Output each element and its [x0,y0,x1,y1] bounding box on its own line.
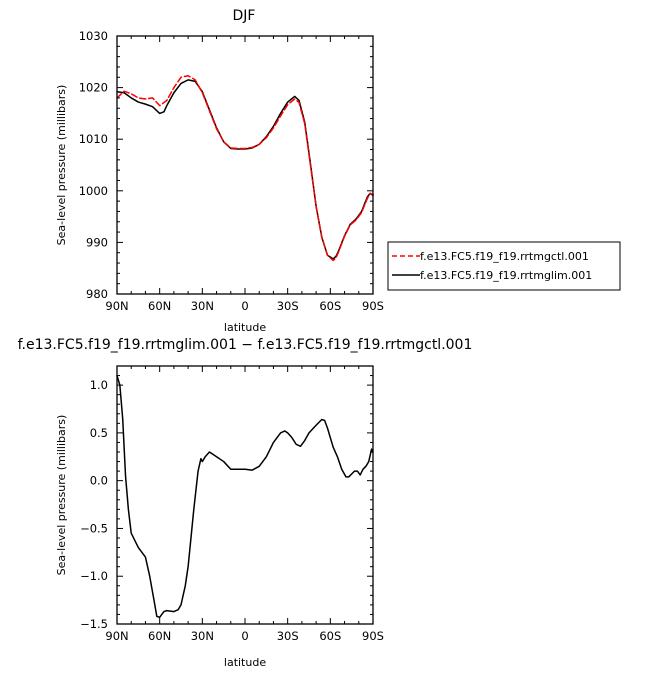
y-tick-label: −1.5 [80,617,108,631]
series-line-1 [116,79,374,260]
panel1-ticks: 90N 60N 30N 0 30S 60S 90S 980 990 1000 1010 1020 103… [79,29,384,313]
panel2-plot-frame [116,365,374,625]
panel2-x-axis-label: latitude [224,656,266,669]
panel1-y-axis-label: Sea-level pressure (millibars) [55,85,68,246]
panel1-x-axis-label: latitude [224,321,266,334]
y-tick-label: 0.5 [90,426,108,440]
y-tick-label: 1000 [79,184,108,198]
x-tick-label: 90N [105,299,128,313]
legend-box [387,241,621,291]
x-tick-label: 60S [319,629,341,643]
x-tick-label: 30S [277,299,299,313]
panel1-title: DJF [233,8,256,24]
legend-label-ctl: f.e13.FC5.f19_f19.rrtmgctl.001 [420,250,589,263]
panel2-y-axis-label: Sea-level pressure (millibars) [55,415,68,576]
y-tick-label: 1020 [79,81,108,95]
series-line-0 [116,74,374,262]
x-tick-label: 90S [362,629,384,643]
difference-panel: f.e13.FC5.f19_f19.rrtmglim.001 − f.e13.F… [18,337,473,669]
legend: f.e13.FC5.f19_f19.rrtmgctl.001 f.e13.FC5… [387,241,621,291]
y-tick-label: 1.0 [90,378,108,392]
y-tick-label: 0.0 [90,474,108,488]
x-tick-label: 60S [319,299,341,313]
y-tick-label: 1010 [79,132,108,146]
panel2-title: f.e13.FC5.f19_f19.rrtmglim.001 − f.e13.F… [18,337,473,353]
panel1-plot-frame [116,35,374,295]
legend-label-lim: f.e13.FC5.f19_f19.rrtmglim.001 [420,269,592,282]
series-line-0 [116,374,374,619]
y-tick-label: 990 [86,235,108,249]
x-tick-label: 30N [191,299,214,313]
y-tick-label: 1030 [79,29,108,43]
x-tick-label: 0 [241,299,248,313]
panel1-series [116,74,374,262]
y-tick-label: −0.5 [80,521,108,535]
x-tick-label: 90S [362,299,384,313]
x-tick-label: 0 [241,629,248,643]
mean-pressure-panel: DJF 90N 60N 30N 0 30S 60S 90S 980 990 1000 1010 102… [55,8,621,334]
x-tick-label: 60N [148,299,171,313]
x-tick-label: 30S [277,629,299,643]
y-tick-label: −1.0 [80,569,108,583]
x-tick-label: 90N [105,629,128,643]
x-tick-label: 30N [191,629,214,643]
panel2-series [116,374,374,619]
y-tick-label: 980 [86,287,108,301]
panel2-ticks: 90N 60N 30N 0 30S 60S 90S −1.5 −1.0 −0.5 0.0 0.5 1.0 [80,365,384,643]
x-tick-label: 60N [148,629,171,643]
